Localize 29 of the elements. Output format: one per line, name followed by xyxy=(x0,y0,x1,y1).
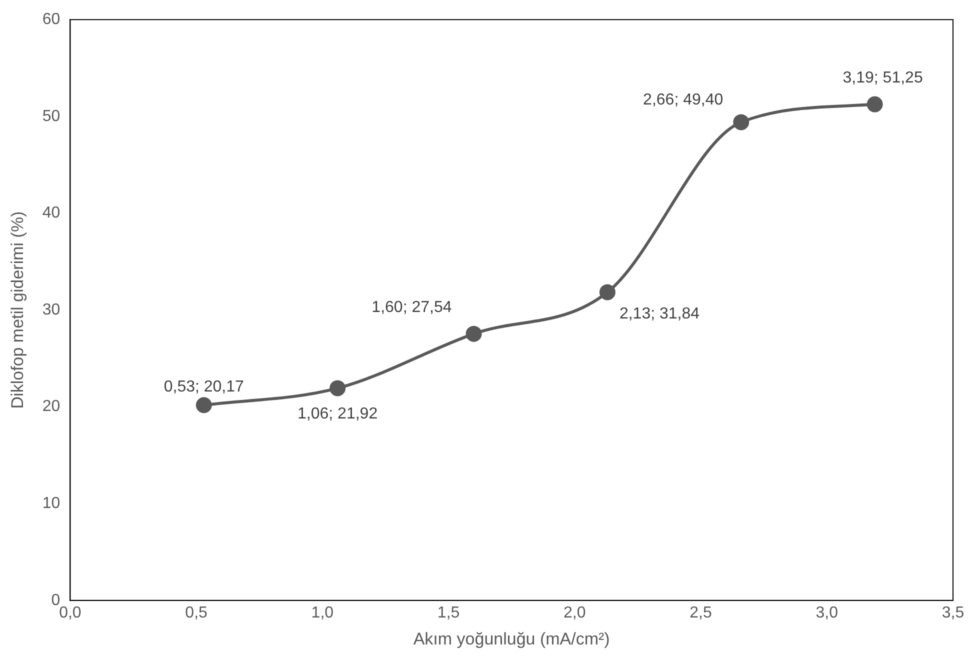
x-tick-label: 3,0 xyxy=(816,604,838,622)
y-tick-label: 30 xyxy=(42,301,60,318)
x-tick-label: 1,5 xyxy=(437,604,460,622)
x-axis-title: Akım yoğunluğu (mA/cm²) xyxy=(413,629,610,648)
point xyxy=(330,380,346,396)
data-label: 2,66; 49,40 xyxy=(643,92,724,109)
data-label: 3,19; 51,25 xyxy=(842,70,923,87)
point xyxy=(466,326,482,342)
data-label: 1,06; 21,92 xyxy=(298,406,378,423)
x-tick-label: 0,0 xyxy=(59,604,82,622)
y-tick-label: 60 xyxy=(42,11,60,28)
y-tick-label: 20 xyxy=(42,398,60,416)
data-label: 1,60; 27,54 xyxy=(372,299,452,316)
y-tick-label: 50 xyxy=(42,108,60,125)
x-tick-label: 2,0 xyxy=(564,604,586,622)
point xyxy=(196,397,212,414)
data-label: 2,13; 31,84 xyxy=(619,306,700,323)
point xyxy=(733,114,750,130)
x-tick-label: 1,0 xyxy=(311,604,334,622)
y-axis-title: Diklofop metil giderimi (%) xyxy=(8,211,27,409)
y-tick-label: 0 xyxy=(51,592,60,609)
y-tick-label: 10 xyxy=(42,495,60,512)
x-tick-label: 0,5 xyxy=(185,604,208,622)
y-tick-label: 40 xyxy=(42,204,60,222)
x-tick-label: 3,5 xyxy=(942,604,964,622)
point xyxy=(599,284,616,300)
data-label: 0,53; 20,17 xyxy=(164,378,244,396)
x-tick-label: 2,5 xyxy=(690,604,712,622)
point xyxy=(866,96,883,112)
